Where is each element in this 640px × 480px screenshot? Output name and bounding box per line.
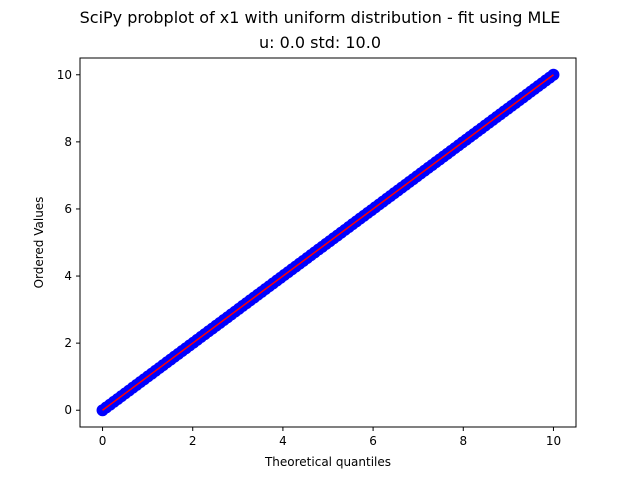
fit-line xyxy=(102,74,554,411)
data-marks xyxy=(96,68,560,417)
y-tick-label: 8 xyxy=(64,135,72,149)
x-tick-label: 10 xyxy=(546,434,561,448)
chart-subtitle: u: 0.0 std: 10.0 xyxy=(258,33,381,52)
y-axis-label: Ordered Values xyxy=(32,197,46,289)
x-tick-label: 0 xyxy=(99,434,107,448)
x-tick-label: 4 xyxy=(279,434,287,448)
chart-title: SciPy probplot of x1 with uniform distri… xyxy=(79,8,561,27)
y-tick-label: 0 xyxy=(64,403,72,417)
y-axis-ticks: 0 2 4 6 8 10 xyxy=(57,68,80,417)
x-axis-label: Theoretical quantiles xyxy=(264,455,391,469)
plot-frame xyxy=(79,57,577,428)
y-tick-label: 10 xyxy=(57,68,72,82)
x-axis-ticks: 0 2 4 6 8 10 xyxy=(99,427,561,448)
x-tick-label: 6 xyxy=(369,434,377,448)
x-tick-label: 2 xyxy=(189,434,197,448)
x-tick-label: 8 xyxy=(459,434,467,448)
y-tick-label: 4 xyxy=(64,269,72,283)
y-tick-label: 6 xyxy=(64,202,72,216)
y-tick-label: 2 xyxy=(64,336,72,350)
